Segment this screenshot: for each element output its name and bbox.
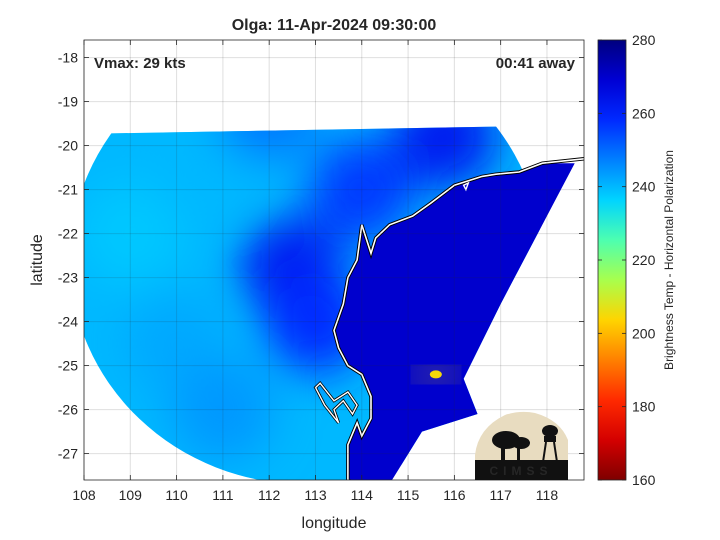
y-tick-label: -22 <box>58 226 78 242</box>
coastline <box>313 157 584 480</box>
y-tick-label: -19 <box>58 94 78 110</box>
x-axis-ticks: 108 109 110 111 112 113 114 115 116 117 118 <box>72 40 558 503</box>
x-tick-label: 113 <box>304 487 327 503</box>
x-axis-label: longitude <box>302 515 367 532</box>
y-tick-label: -24 <box>58 314 78 330</box>
y-axis-ticks: -18 -19 -20 -21 -22 -23 -24 -25 -26 -27 <box>58 50 584 462</box>
x-tick-label: 108 <box>72 487 96 503</box>
y-tick-label: -23 <box>58 270 78 286</box>
chart-title: Olga: 11-Apr-2024 09:30:00 <box>232 17 437 34</box>
colorbar <box>597 39 627 481</box>
colorbar-tick-label: 220 <box>632 252 656 268</box>
x-tick-label: 109 <box>119 487 143 503</box>
x-tick-label: 116 <box>443 487 466 503</box>
x-tick-label: 111 <box>212 487 233 503</box>
y-tick-label: -21 <box>58 182 78 198</box>
y-tick-label: -18 <box>58 50 78 66</box>
x-tick-label: 110 <box>165 487 188 503</box>
y-tick-label: -25 <box>58 358 78 374</box>
x-tick-label: 114 <box>351 487 374 503</box>
x-tick-label: 112 <box>258 487 281 503</box>
grid <box>83 40 584 480</box>
y-axis-label: latitude <box>29 234 46 286</box>
colorbar-tick-label: 280 <box>632 32 656 48</box>
colorbar-tick-label: 160 <box>632 472 656 488</box>
cimss-logo-text: CIMSS <box>489 464 552 478</box>
colorbar-label: Brightness Temp - Horizontal Polarizatio… <box>662 150 676 370</box>
y-tick-label: -26 <box>58 402 78 418</box>
colorbar-tick-label: 200 <box>632 325 656 341</box>
cimss-logo: CIMSS <box>475 411 568 480</box>
vmax-annotation: Vmax: 29 kts <box>94 55 186 72</box>
x-tick-label: 118 <box>536 487 559 503</box>
colorbar-tick-label: 260 <box>632 105 656 121</box>
colorbar-tick-label: 240 <box>632 179 656 195</box>
y-tick-label: -20 <box>58 138 78 154</box>
colorbar-ticks: 280 260 240 220 200 180 160 <box>598 32 656 488</box>
x-tick-label: 117 <box>490 487 513 503</box>
y-tick-label: -27 <box>58 446 78 462</box>
time-away-annotation: 00:41 away <box>496 55 576 72</box>
colorbar-tick-label: 180 <box>632 399 656 415</box>
axes-frame <box>83 39 585 481</box>
x-tick-label: 115 <box>397 487 420 503</box>
